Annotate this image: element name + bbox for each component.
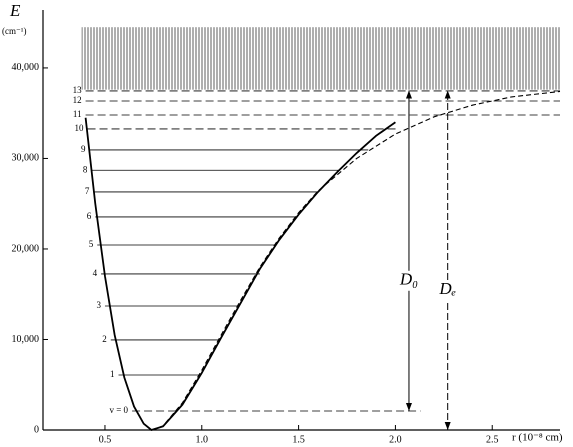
potential-curve: [151, 90, 561, 431]
potential-curve: [84, 117, 396, 432]
level-label: 3: [96, 300, 101, 310]
arrow-label: D₀: [399, 270, 418, 289]
level-label: 9: [81, 144, 86, 154]
y-tick-label: 10,000: [12, 334, 40, 345]
level-label: v = 0: [109, 405, 128, 415]
arrow-label: Dₑ: [438, 279, 456, 298]
arrow-head: [444, 90, 451, 99]
y-tick-label: 20,000: [12, 243, 40, 254]
x-tick-label: 1.5: [292, 434, 305, 445]
label-bg: [396, 270, 421, 291]
label-bg: [435, 280, 460, 301]
level-label: 10: [75, 123, 85, 133]
arrow-head: [444, 422, 451, 430]
x-tick-label: 2.5: [486, 434, 499, 445]
y-unit: (cm⁻¹): [2, 26, 26, 36]
y-label: E: [9, 1, 21, 20]
arrow-head: [405, 90, 412, 99]
level-label: 8: [83, 164, 88, 174]
level-label: 1: [110, 369, 115, 379]
arrow-head: [405, 402, 412, 411]
x-label: r (10⁻⁸ cm): [512, 432, 563, 444]
level-label: 11: [73, 109, 82, 119]
x-tick-label: 1.0: [196, 434, 209, 445]
level-label: 7: [85, 186, 90, 196]
continuum-band: [81, 27, 560, 90]
level-label: 6: [87, 211, 92, 221]
level-label: 12: [73, 95, 82, 105]
x-tick-label: 0.5: [99, 434, 112, 445]
level-label: 4: [93, 268, 98, 278]
y-tick-label: 40,000: [12, 62, 40, 73]
y-tick-label: 0: [34, 424, 39, 435]
x-tick-label: 2.0: [389, 434, 402, 445]
y-tick-label: 30,000: [12, 153, 40, 164]
level-label: 5: [89, 239, 94, 249]
level-label: 2: [102, 334, 107, 344]
level-label: 13: [73, 85, 83, 95]
